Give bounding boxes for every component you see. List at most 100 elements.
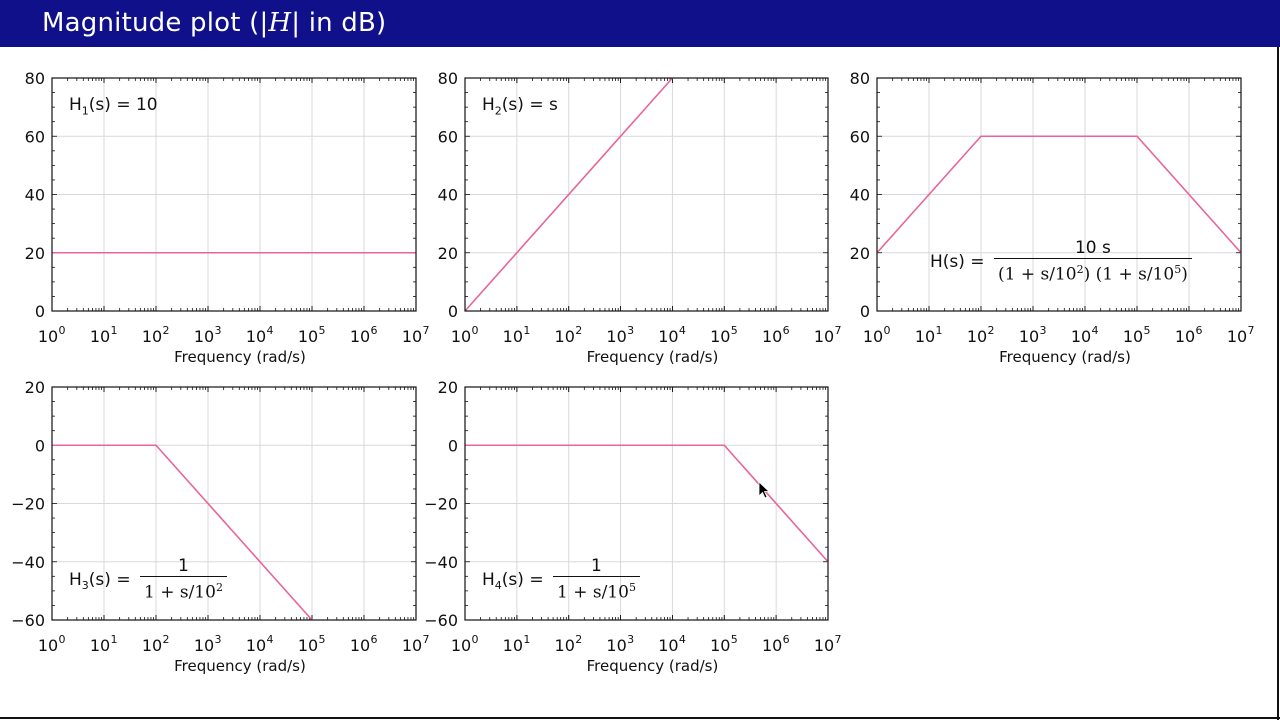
x-tick-exponent: 6	[783, 324, 790, 337]
x-tick-label: 10	[1175, 327, 1195, 346]
y-tick-label: 0	[35, 436, 45, 455]
x-tick-exponent: 4	[267, 633, 274, 646]
formula-h1: H1(s) = 10	[69, 95, 158, 118]
x-tick-exponent: 5	[731, 324, 738, 337]
x-tick-exponent: 4	[1092, 324, 1099, 337]
x-tick-exponent: 5	[1144, 324, 1151, 337]
x-tick-label: 10	[1227, 327, 1247, 346]
y-tick-label: −20	[424, 495, 458, 514]
x-tick-exponent: 6	[783, 633, 790, 646]
x-tick-label: 10	[194, 327, 214, 346]
mouse-pointer-icon	[758, 481, 771, 499]
x-tick-exponent: 1	[523, 633, 530, 646]
y-tick-label: −40	[11, 553, 45, 572]
x-tick-label: 10	[555, 327, 575, 346]
y-tick-label: 0	[860, 302, 870, 321]
x-tick-label: 10	[142, 636, 162, 655]
y-tick-label: −60	[11, 611, 45, 630]
x-tick-exponent: 7	[835, 324, 842, 337]
x-tick-exponent: 3	[215, 324, 222, 337]
x-tick-exponent: 5	[319, 324, 326, 337]
formula-h3: H3(s) = 1 1 + s/102	[69, 556, 227, 604]
title-variable: H	[268, 8, 292, 38]
slide-right-border	[1277, 47, 1279, 720]
y-tick-label: 80	[438, 69, 458, 88]
x-tick-label: 10	[402, 636, 422, 655]
x-tick-exponent: 6	[371, 324, 378, 337]
x-tick-label: 10	[1019, 327, 1039, 346]
x-tick-label: 10	[246, 327, 266, 346]
x-tick-label: 10	[1071, 327, 1091, 346]
x-tick-label: 10	[246, 636, 266, 655]
x-tick-label: 10	[402, 327, 422, 346]
curve-H2	[464, 77, 674, 312]
y-tick-label: 0	[448, 302, 458, 321]
x-tick-label: 10	[350, 636, 370, 655]
y-tick-label: −60	[424, 611, 458, 630]
x-tick-exponent: 2	[163, 324, 170, 337]
x-tick-exponent: 2	[163, 633, 170, 646]
x-tick-label: 10	[298, 327, 318, 346]
y-tick-label: −40	[424, 553, 458, 572]
x-tick-exponent: 1	[936, 324, 943, 337]
title-suffix: | in dB)	[291, 8, 387, 38]
x-tick-label: 10	[38, 327, 58, 346]
x-tick-exponent: 0	[472, 324, 479, 337]
x-tick-exponent: 4	[679, 324, 686, 337]
x-tick-exponent: 3	[627, 633, 634, 646]
x-tick-exponent: 0	[472, 633, 479, 646]
x-tick-label: 10	[814, 636, 834, 655]
y-tick-label: 20	[25, 244, 45, 263]
x-tick-label: 10	[451, 327, 471, 346]
x-tick-exponent: 6	[371, 633, 378, 646]
slide-title: Magnitude plot (|H| in dB)	[42, 7, 386, 39]
x-tick-exponent: 5	[731, 633, 738, 646]
y-tick-label: 20	[25, 378, 45, 397]
slide-title-bar: Magnitude plot (|H| in dB)	[0, 0, 1280, 47]
x-tick-label: 10	[503, 636, 523, 655]
x-tick-exponent: 1	[111, 324, 118, 337]
x-tick-exponent: 2	[575, 633, 582, 646]
x-axis-label: Frequency (rad/s)	[587, 657, 719, 675]
formula-h2: H2(s) = s	[482, 95, 558, 118]
x-tick-exponent: 0	[59, 633, 66, 646]
formula-h4: H4(s) = 1 1 + s/105	[482, 556, 640, 604]
x-tick-label: 10	[194, 636, 214, 655]
x-tick-label: 10	[90, 327, 110, 346]
x-tick-exponent: 0	[59, 324, 66, 337]
y-tick-label: −20	[11, 495, 45, 514]
y-tick-label: 40	[25, 186, 45, 205]
y-tick-label: 40	[438, 186, 458, 205]
x-tick-label: 10	[814, 327, 834, 346]
x-tick-label: 10	[1123, 327, 1143, 346]
x-tick-label: 10	[90, 636, 110, 655]
x-tick-exponent: 7	[423, 324, 430, 337]
x-tick-exponent: 3	[215, 633, 222, 646]
x-tick-exponent: 0	[884, 324, 891, 337]
y-tick-label: 40	[850, 186, 870, 205]
curve-H	[876, 135, 1242, 254]
y-tick-label: 20	[438, 244, 458, 263]
x-tick-exponent: 3	[1040, 324, 1047, 337]
x-tick-exponent: 6	[1196, 324, 1203, 337]
x-axis-label: Frequency (rad/s)	[174, 657, 306, 675]
x-axis-label: Frequency (rad/s)	[999, 348, 1131, 366]
x-tick-label: 10	[710, 636, 730, 655]
x-tick-label: 10	[863, 327, 883, 346]
x-axis-label: Frequency (rad/s)	[587, 348, 719, 366]
x-axis-label: Frequency (rad/s)	[174, 348, 306, 366]
x-tick-exponent: 2	[575, 324, 582, 337]
x-tick-exponent: 4	[679, 633, 686, 646]
x-tick-exponent: 1	[523, 324, 530, 337]
x-tick-label: 10	[658, 636, 678, 655]
y-tick-label: 60	[25, 127, 45, 146]
y-tick-label: 60	[438, 127, 458, 146]
x-tick-label: 10	[503, 327, 523, 346]
y-tick-label: 20	[438, 378, 458, 397]
